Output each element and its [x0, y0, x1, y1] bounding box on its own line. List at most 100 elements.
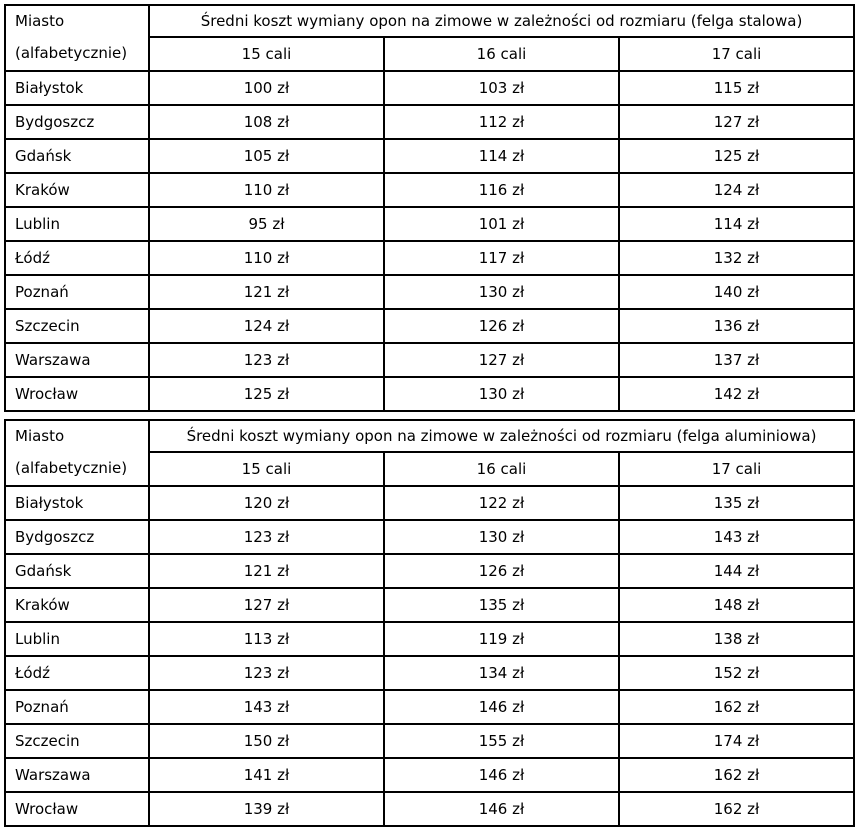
price-cell: 126 zł — [383, 553, 620, 589]
size-header-16: 16 cali — [383, 450, 620, 488]
header-row: Miasto (alfabetycznie) Średni koszt wymi… — [4, 419, 856, 487]
price-cell: 162 zł — [617, 791, 856, 827]
price-cell: 150 zł — [148, 723, 385, 759]
price-cell: 127 zł — [148, 587, 385, 623]
table-row: Białystok 120 zł 122 zł 135 zł — [4, 485, 856, 521]
table-row: Wrocław 125 zł 130 zł 142 zł — [4, 376, 856, 412]
table-row: Bydgoszcz 123 zł 130 zł 143 zł — [4, 519, 856, 555]
price-cell: 110 zł — [148, 172, 385, 208]
price-cell: 121 zł — [148, 553, 385, 589]
size-header-15: 15 cali — [148, 35, 385, 73]
price-cell: 155 zł — [383, 723, 620, 759]
table-row: Warszawa 123 zł 127 zł 137 zł — [4, 342, 856, 378]
price-cell: 123 zł — [148, 342, 385, 378]
price-cell: 103 zł — [383, 70, 620, 106]
table-row: Lublin 95 zł 101 zł 114 zł — [4, 206, 856, 242]
price-cell: 132 zł — [617, 240, 856, 276]
table-row: Łódź 110 zł 117 zł 132 zł — [4, 240, 856, 276]
table-row: Szczecin 124 zł 126 zł 136 zł — [4, 308, 856, 344]
city-cell: Łódź — [4, 655, 150, 691]
price-cell: 123 zł — [148, 519, 385, 555]
header-row: Miasto (alfabetycznie) Średni koszt wymi… — [4, 4, 856, 72]
table-title-aluminium: Średni koszt wymiany opon na zimowe w za… — [147, 419, 856, 453]
city-cell: Lublin — [4, 206, 150, 242]
size-header-17: 17 cali — [617, 35, 856, 73]
city-header-line1: Miasto — [15, 12, 65, 30]
price-cell: 120 zł — [148, 485, 385, 521]
price-cell: 113 zł — [148, 621, 385, 657]
price-cell: 100 zł — [148, 70, 385, 106]
price-cell: 141 zł — [148, 757, 385, 793]
price-cell: 121 zł — [148, 274, 385, 310]
table-title-steel: Średni koszt wymiany opon na zimowe w za… — [147, 4, 856, 38]
price-cell: 123 zł — [148, 655, 385, 691]
city-cell: Wrocław — [4, 376, 150, 412]
price-cell: 105 zł — [148, 138, 385, 174]
price-cell: 114 zł — [617, 206, 856, 242]
size-header-row: 15 cali 16 cali 17 cali — [5, 35, 856, 73]
price-cell: 122 zł — [383, 485, 620, 521]
price-cell: 126 zł — [383, 308, 620, 344]
city-cell: Gdańsk — [4, 553, 150, 589]
city-cell: Łódź — [4, 240, 150, 276]
aluminium-rim-cost-table: Miasto (alfabetycznie) Średni koszt wymi… — [4, 419, 856, 827]
price-cell: 143 zł — [617, 519, 856, 555]
city-cell: Szczecin — [4, 723, 150, 759]
price-cell: 162 zł — [617, 757, 856, 793]
city-header-line2: (alfabetycznie) — [15, 44, 128, 62]
price-cell: 139 zł — [148, 791, 385, 827]
price-cell: 119 zł — [383, 621, 620, 657]
size-header-16: 16 cali — [383, 35, 620, 73]
table-row: Łódź 123 zł 134 zł 152 zł — [4, 655, 856, 691]
city-cell: Lublin — [4, 621, 150, 657]
price-cell: 110 zł — [148, 240, 385, 276]
price-cell: 138 zł — [617, 621, 856, 657]
size-header-15: 15 cali — [148, 450, 385, 488]
price-cell: 116 zł — [383, 172, 620, 208]
city-cell: Kraków — [4, 172, 150, 208]
price-cell: 114 zł — [383, 138, 620, 174]
table-row: Szczecin 150 zł 155 zł 174 zł — [4, 723, 856, 759]
price-cell: 127 zł — [617, 104, 856, 140]
price-cell: 130 zł — [383, 274, 620, 310]
table-row: Poznań 143 zł 146 zł 162 zł — [4, 689, 856, 725]
price-cell: 148 zł — [617, 587, 856, 623]
city-cell: Poznań — [4, 689, 150, 725]
price-cell: 146 zł — [383, 689, 620, 725]
price-cell: 162 zł — [617, 689, 856, 725]
price-cell: 135 zł — [617, 485, 856, 521]
price-cell: 144 zł — [617, 553, 856, 589]
price-cell: 134 zł — [383, 655, 620, 691]
city-cell: Bydgoszcz — [4, 519, 150, 555]
city-header-line2: (alfabetycznie) — [15, 459, 128, 477]
price-cell: 146 zł — [383, 791, 620, 827]
price-cell: 146 zł — [383, 757, 620, 793]
city-cell: Wrocław — [4, 791, 150, 827]
city-column-header: Miasto (alfabetycznie) — [4, 419, 150, 487]
size-header-17: 17 cali — [617, 450, 856, 488]
price-cell: 95 zł — [148, 206, 385, 242]
price-cell: 137 zł — [617, 342, 856, 378]
price-cell: 130 zł — [383, 519, 620, 555]
price-cell: 125 zł — [617, 138, 856, 174]
table-row: Bydgoszcz 108 zł 112 zł 127 zł — [4, 104, 856, 140]
table-row: Gdańsk 121 zł 126 zł 144 zł — [4, 553, 856, 589]
price-cell: 127 zł — [383, 342, 620, 378]
price-cell: 142 zł — [617, 376, 856, 412]
table-row: Lublin 113 zł 119 zł 138 zł — [4, 621, 856, 657]
price-cell: 130 zł — [383, 376, 620, 412]
city-column-header: Miasto (alfabetycznie) — [4, 4, 150, 72]
price-cell: 101 zł — [383, 206, 620, 242]
price-cell: 125 zł — [148, 376, 385, 412]
city-cell: Gdańsk — [4, 138, 150, 174]
city-cell: Poznań — [4, 274, 150, 310]
table-row: Kraków 110 zł 116 zł 124 zł — [4, 172, 856, 208]
price-cell: 124 zł — [617, 172, 856, 208]
city-cell: Warszawa — [4, 342, 150, 378]
city-cell: Białystok — [4, 70, 150, 106]
steel-rim-cost-table: Miasto (alfabetycznie) Średni koszt wymi… — [4, 4, 856, 412]
table-row: Poznań 121 zł 130 zł 140 zł — [4, 274, 856, 310]
city-cell: Bydgoszcz — [4, 104, 150, 140]
price-cell: 152 zł — [617, 655, 856, 691]
